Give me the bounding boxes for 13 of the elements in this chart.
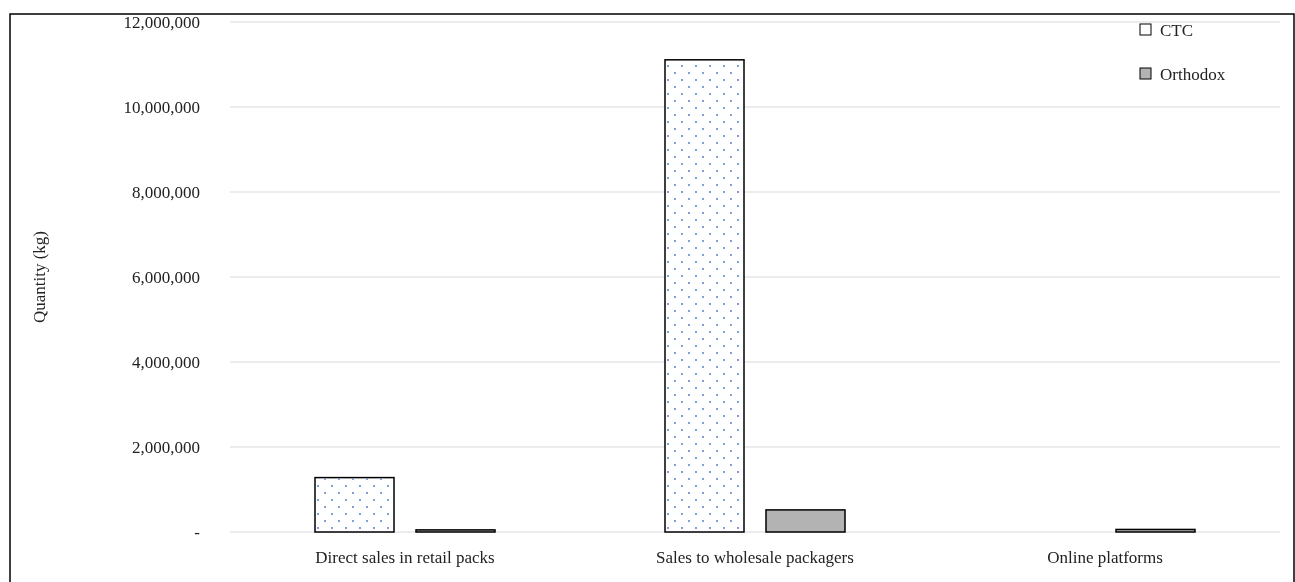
y-tick-label: 2,000,000	[132, 437, 200, 457]
y-axis-title: Quantity (kg)	[30, 230, 49, 324]
y-tick-label: 12,000,000	[123, 12, 200, 32]
y-tick-label: 10,000,000	[123, 97, 200, 117]
x-tick-label: Direct sales in retail packs	[315, 548, 495, 567]
x-tick-label: Sales to wholesale packagers	[656, 548, 854, 567]
legend-label: CTC	[1160, 20, 1194, 40]
y-tick-label: 6,000,000	[132, 267, 200, 287]
y-tick-label: 4,000,000	[132, 352, 200, 372]
legend-label: Orthodox	[1160, 64, 1226, 84]
y-tick-label: 8,000,000	[132, 182, 200, 202]
y-tick-label: -	[194, 522, 201, 542]
x-tick-label: Online platforms	[1047, 548, 1163, 567]
